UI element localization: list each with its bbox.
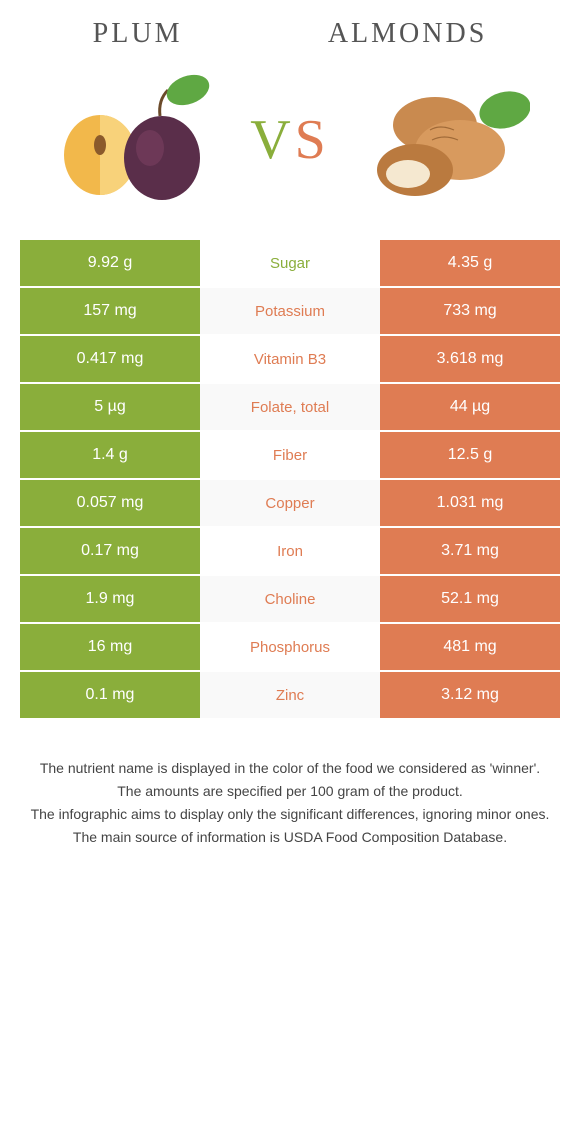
- table-row: 157 mgPotassium733 mg: [20, 288, 560, 334]
- nutrient-label: Potassium: [200, 288, 380, 334]
- value-left: 5 µg: [20, 384, 200, 430]
- nutrient-label: Iron: [200, 528, 380, 574]
- table-row: 5 µgFolate, total44 µg: [20, 384, 560, 430]
- footer-line3: The infographic aims to display only the…: [30, 804, 550, 825]
- header: Plum Almonds: [0, 0, 580, 60]
- table-row: 9.92 gSugar4.35 g: [20, 240, 560, 286]
- table-row: 16 mgPhosphorus481 mg: [20, 624, 560, 670]
- value-left: 1.9 mg: [20, 576, 200, 622]
- nutrient-label: Copper: [200, 480, 380, 526]
- value-left: 157 mg: [20, 288, 200, 334]
- value-left: 0.1 mg: [20, 672, 200, 718]
- value-left: 0.057 mg: [20, 480, 200, 526]
- value-right: 4.35 g: [380, 240, 560, 286]
- table-row: 1.9 mgCholine52.1 mg: [20, 576, 560, 622]
- value-right: 733 mg: [380, 288, 560, 334]
- value-right: 3.12 mg: [380, 672, 560, 718]
- vs-s: S: [295, 109, 330, 171]
- value-right: 3.618 mg: [380, 336, 560, 382]
- value-right: 44 µg: [380, 384, 560, 430]
- title-right: Almonds: [328, 18, 487, 50]
- value-left: 0.17 mg: [20, 528, 200, 574]
- footer-notes: The nutrient name is displayed in the co…: [30, 758, 550, 848]
- value-right: 1.031 mg: [380, 480, 560, 526]
- table-row: 0.17 mgIron3.71 mg: [20, 528, 560, 574]
- nutrient-label: Folate, total: [200, 384, 380, 430]
- almonds-image: [360, 70, 530, 210]
- table-row: 0.1 mgZinc3.12 mg: [20, 672, 560, 718]
- value-right: 481 mg: [380, 624, 560, 670]
- nutrient-label: Vitamin B3: [200, 336, 380, 382]
- table-row: 1.4 gFiber12.5 g: [20, 432, 560, 478]
- vs-row: VS: [0, 70, 580, 210]
- vs-label: VS: [250, 108, 330, 172]
- value-left: 1.4 g: [20, 432, 200, 478]
- value-right: 3.71 mg: [380, 528, 560, 574]
- nutrient-label: Zinc: [200, 672, 380, 718]
- table-row: 0.417 mgVitamin B33.618 mg: [20, 336, 560, 382]
- value-right: 52.1 mg: [380, 576, 560, 622]
- nutrient-label: Fiber: [200, 432, 380, 478]
- footer-line4: The main source of information is USDA F…: [30, 827, 550, 848]
- value-left: 16 mg: [20, 624, 200, 670]
- footer-line2: The amounts are specified per 100 gram o…: [30, 781, 550, 802]
- comparison-table: 9.92 gSugar4.35 g157 mgPotassium733 mg0.…: [20, 240, 560, 718]
- nutrient-label: Choline: [200, 576, 380, 622]
- value-left: 9.92 g: [20, 240, 200, 286]
- value-right: 12.5 g: [380, 432, 560, 478]
- nutrient-label: Phosphorus: [200, 624, 380, 670]
- footer-line1: The nutrient name is displayed in the co…: [30, 758, 550, 779]
- title-left: Plum: [93, 18, 183, 50]
- table-row: 0.057 mgCopper1.031 mg: [20, 480, 560, 526]
- vs-v: V: [250, 109, 294, 171]
- value-left: 0.417 mg: [20, 336, 200, 382]
- nutrient-label: Sugar: [200, 240, 380, 286]
- plum-image: [50, 70, 220, 210]
